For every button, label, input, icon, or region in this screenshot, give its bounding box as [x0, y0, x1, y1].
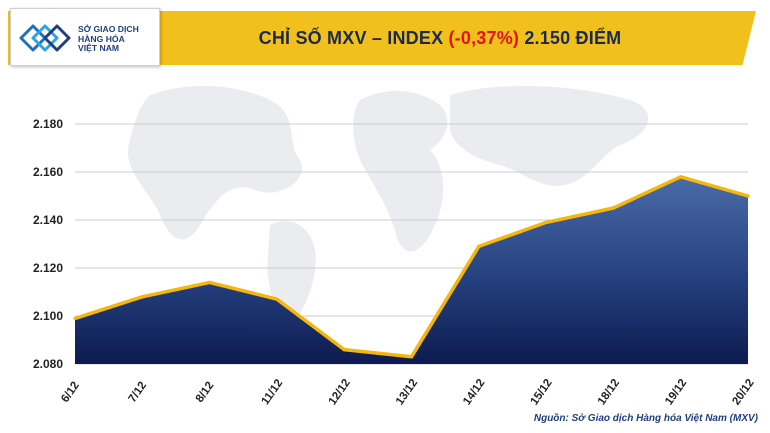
y-tick-label: 2.140 — [33, 213, 63, 227]
logo-line-3: VIỆT NAM — [78, 43, 120, 54]
y-tick-label: 2.180 — [33, 117, 63, 131]
logo-line-2: HÀNG HÓA — [78, 33, 125, 44]
y-tick-label: 2.080 — [33, 357, 63, 371]
data-point — [140, 295, 144, 299]
data-point — [409, 355, 414, 359]
x-tick-label: 7/12 — [127, 380, 150, 405]
y-tick-label: 2.120 — [33, 261, 63, 275]
logo: SỞ GIAO DỊCH HÀNG HÓA VIỆT NAM — [10, 8, 160, 66]
x-tick-label: 11/12 — [259, 377, 285, 407]
title-change: (-0,37%) — [448, 27, 520, 48]
data-point — [477, 244, 481, 248]
logo-line-1: SỞ GIAO DỊCH — [78, 24, 139, 34]
data-point — [746, 194, 750, 198]
x-tick-label: 8/12 — [194, 380, 217, 405]
data-point — [679, 175, 683, 179]
data-point — [611, 206, 616, 210]
title-main: CHỈ SỐ MXV – INDEX — [258, 27, 444, 48]
x-tick-label: 13/12 — [394, 377, 420, 407]
data-point — [73, 316, 77, 320]
x-tick-label: 20/12 — [730, 377, 756, 407]
x-tick-label: 15/12 — [528, 377, 554, 407]
mxv-logo-icon — [19, 24, 71, 52]
chart-title: CHỈ SỐ MXV – INDEX (-0,37%) 2.150 ĐIỂM — [160, 11, 720, 65]
y-tick-label: 2.160 — [33, 165, 63, 179]
logo-text: SỞ GIAO DỊCH HÀNG HÓA VIỆT NAM — [78, 24, 158, 54]
y-axis-labels: 2.080 2.100 2.120 2.140 2.160 2.180 — [33, 117, 63, 371]
data-point — [208, 280, 212, 284]
x-tick-label: 6/12 — [59, 380, 82, 405]
data-point — [544, 220, 548, 224]
data-point — [342, 348, 346, 352]
title-value: 2.150 ĐIỂM — [524, 27, 622, 48]
x-tick-label: 19/12 — [663, 377, 689, 407]
x-axis-labels: 6/12 7/12 8/12 11/12 12/12 13/12 14/12 15/12 18/… — [59, 377, 757, 407]
data-point — [275, 297, 279, 301]
x-tick-label: 18/12 — [596, 377, 622, 407]
source-note: Nguồn: Sở Giao dịch Hàng hóa Việt Nam (M… — [533, 413, 758, 424]
x-tick-label: 14/12 — [461, 377, 487, 407]
area-fill — [75, 176, 748, 364]
y-tick-label: 2.100 — [33, 309, 63, 323]
x-tick-label: 12/12 — [327, 377, 353, 407]
area-layer — [73, 175, 750, 364]
